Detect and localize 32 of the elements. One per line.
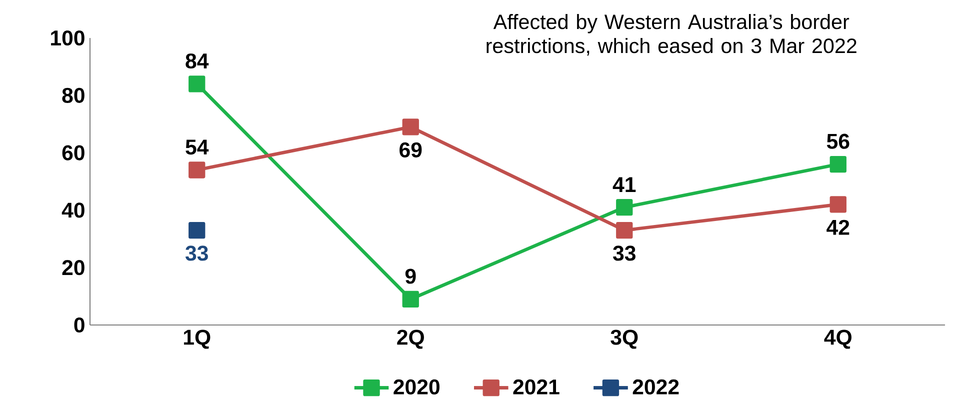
x-tick-label: 2Q xyxy=(397,330,424,349)
data-label: 84 xyxy=(186,53,209,69)
y-tick-label: 100 xyxy=(51,30,84,46)
point xyxy=(616,222,633,239)
x-tick-label: 1Q xyxy=(184,330,210,349)
y-tick-label: 20 xyxy=(62,260,84,276)
data-label: 9 xyxy=(405,268,416,284)
data-label: 56 xyxy=(826,134,850,149)
point xyxy=(188,222,206,239)
data-label: 33 xyxy=(613,246,636,261)
point xyxy=(188,162,206,178)
data-label: 33 xyxy=(185,246,208,261)
point xyxy=(188,76,206,92)
x-tick-label: 3Q xyxy=(610,330,638,349)
legend-label: 2020 xyxy=(394,379,440,394)
data-label: 41 xyxy=(612,177,636,192)
point xyxy=(402,290,419,308)
data-label: 69 xyxy=(400,142,422,158)
legend-label: 2022 xyxy=(632,379,679,394)
y-tick-label: 40 xyxy=(62,202,84,218)
annotation: Affected by Western Australia’s border restrictions, which eased on 3 Mar 2022 xyxy=(486,14,856,56)
x-tick-label: 4Q xyxy=(824,330,852,349)
point xyxy=(402,118,419,136)
data-label: 42 xyxy=(826,220,850,235)
data-label: 54 xyxy=(186,140,209,155)
point xyxy=(616,198,633,216)
y-tick-label: 0 xyxy=(74,317,84,333)
y-tick-label: 60 xyxy=(62,145,84,160)
legend-label: 2021 xyxy=(513,379,560,394)
point xyxy=(830,156,846,173)
y-tick-label: 80 xyxy=(62,88,84,103)
point xyxy=(830,196,846,213)
